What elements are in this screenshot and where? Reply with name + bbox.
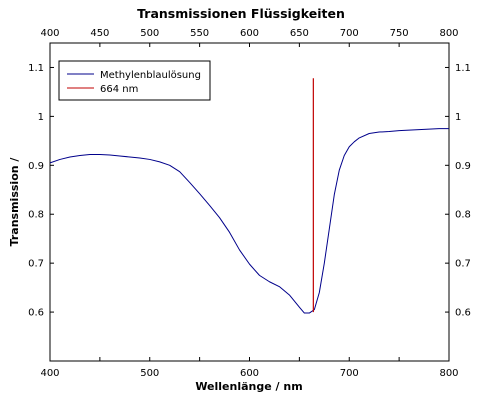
- x-bottom-tick-label: 500: [140, 368, 159, 379]
- y-right-tick-label: 0.7: [455, 259, 471, 270]
- y-left-tick-label: 1.1: [28, 63, 44, 74]
- x-top-tick-label: 800: [439, 28, 458, 39]
- x-top-tick-label: 700: [340, 28, 359, 39]
- x-top-tick-label: 400: [40, 28, 59, 39]
- series-layer: [49, 78, 449, 314]
- y-axis-left: 0.6 0.7 0.8 0.9 1 1.1: [28, 63, 54, 319]
- x-top-tick-label: 750: [390, 28, 409, 39]
- y-left-tick-label: 0.8: [28, 210, 44, 221]
- legend-label-series-2: 664 nm: [100, 84, 138, 95]
- legend-label-series-1: Methylenblaulösung: [100, 70, 201, 81]
- y-left-tick-label: 0.6: [28, 308, 44, 319]
- x-bottom-tick-label: 400: [40, 368, 59, 379]
- y-right-tick-label: 0.6: [455, 308, 471, 319]
- y-axis-label: Transmission /: [8, 157, 21, 247]
- y-right-tick-label: 0.9: [455, 161, 471, 172]
- y-left-tick-label: 0.7: [28, 259, 44, 270]
- x-axis-top: 400 450 500 550 600 650 700 750 800: [40, 28, 459, 47]
- y-left-tick-label: 0.9: [28, 161, 44, 172]
- legend-box: [58, 60, 211, 101]
- y-right-tick-label: 1: [455, 112, 461, 123]
- y-right-tick-label: 0.8: [455, 210, 471, 221]
- x-top-tick-label: 600: [240, 28, 259, 39]
- x-top-tick-label: 650: [290, 28, 309, 39]
- x-bottom-tick-label: 700: [340, 368, 359, 379]
- chart-title: Transmissionen Flüssigkeiten: [137, 6, 345, 21]
- y-left-tick-label: 1: [38, 112, 44, 123]
- x-top-tick-label: 450: [90, 28, 109, 39]
- series-line-methylenblau: [49, 128, 449, 314]
- x-top-tick-label: 550: [190, 28, 209, 39]
- x-axis-bottom: 400 500 600 700 800: [40, 357, 459, 379]
- x-axis-label: Wellenlänge / nm: [195, 380, 302, 393]
- x-top-tick-label: 500: [140, 28, 159, 39]
- y-axis-right: 0.6 0.7 0.8 0.9 1 1.1: [445, 63, 471, 319]
- x-bottom-tick-label: 800: [439, 368, 458, 379]
- legend: Methylenblaulösung 664 nm: [58, 60, 211, 101]
- x-bottom-tick-label: 600: [240, 368, 259, 379]
- y-right-tick-label: 1.1: [455, 63, 471, 74]
